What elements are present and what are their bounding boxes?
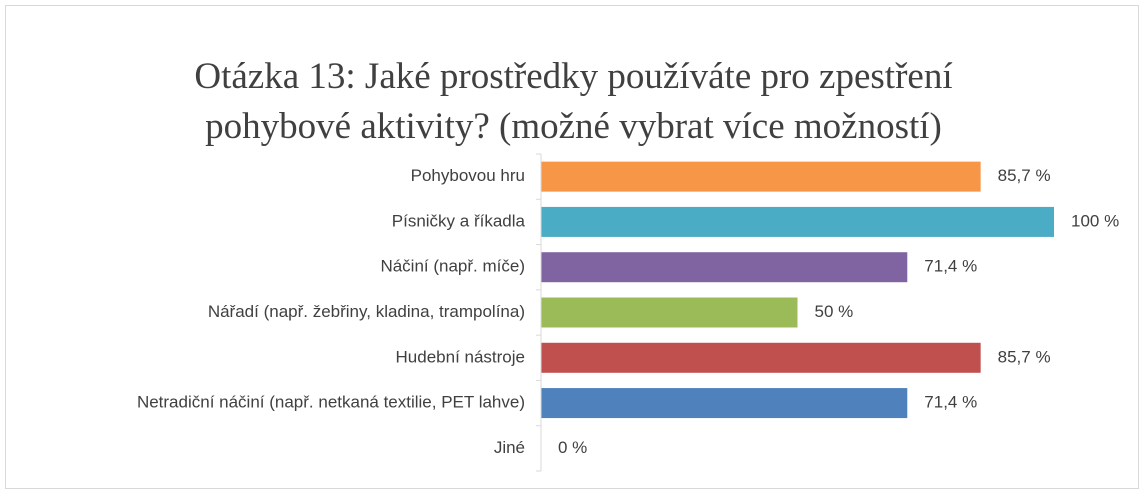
bar bbox=[541, 342, 981, 373]
bar bbox=[541, 388, 908, 419]
value-label: 100 % bbox=[1071, 211, 1119, 230]
value-label: 71,4 % bbox=[924, 393, 977, 412]
chart-border bbox=[5, 5, 1139, 489]
bar bbox=[541, 297, 798, 328]
chart-title: Otázka 13: Jaké prostředky používáte pro… bbox=[194, 56, 953, 147]
bar bbox=[541, 206, 1054, 237]
category-label: Netradiční náčiní (např. netkaná textili… bbox=[137, 393, 525, 412]
value-label: 71,4 % bbox=[924, 257, 977, 276]
value-label: 85,7 % bbox=[998, 347, 1051, 366]
bar bbox=[541, 161, 981, 192]
category-label: Náčiní (např. míče) bbox=[380, 257, 525, 276]
category-label: Hudební nástroje bbox=[396, 347, 525, 366]
chart-title-box: Otázka 13: Jaké prostředky používáte pro… bbox=[0, 52, 1147, 152]
bar bbox=[541, 252, 908, 283]
value-label: 0 % bbox=[558, 438, 587, 457]
category-label: Jiné bbox=[494, 438, 525, 457]
category-label: Písničky a říkadla bbox=[392, 211, 526, 230]
value-label: 50 % bbox=[815, 302, 854, 321]
category-label: Nářadí (např. žebřiny, kladina, trampolí… bbox=[208, 302, 525, 321]
value-label: 85,7 % bbox=[998, 166, 1051, 185]
category-label: Pohybovou hru bbox=[411, 166, 525, 185]
